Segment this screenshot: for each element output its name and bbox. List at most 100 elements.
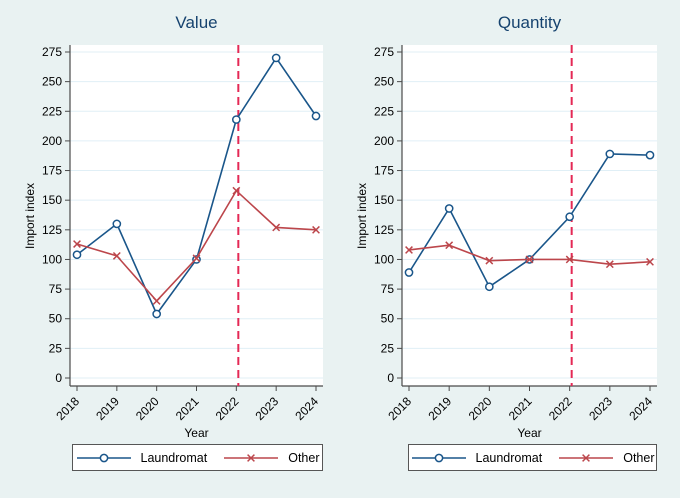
y-tick-label: 50 — [49, 312, 63, 326]
legend-entry-laundromat: Laundromat — [411, 450, 543, 465]
x-tick-label: 2020 — [133, 394, 162, 423]
y-tick-label: 0 — [387, 371, 394, 385]
marker-x-other — [312, 225, 320, 234]
y-tick-label: 50 — [381, 312, 395, 326]
y-tick-label: 100 — [374, 252, 394, 266]
y-tick-label: 275 — [42, 45, 62, 59]
marker-circle-laundromat — [311, 111, 321, 121]
x-tick-label: 2024 — [292, 394, 321, 423]
legend-label-laundromat: Laundromat — [140, 450, 208, 465]
x-axis-title: Year — [517, 426, 542, 440]
legend-marker-circle — [434, 453, 443, 462]
marker-x-other — [405, 246, 413, 254]
y-tick-label: 100 — [42, 252, 62, 266]
plot-region — [70, 45, 323, 386]
y-tick-label: 150 — [374, 193, 394, 207]
chart-title-value: Value — [175, 13, 218, 32]
y-axis: 0 25 50 75 100 125 150 175 200 225 250 275 — [374, 45, 403, 386]
chart-title-quantity: Quantity — [497, 13, 562, 32]
y-axis: 0 25 50 75 100 125 150 175 200 225 250 275 — [42, 45, 71, 386]
legend-entry-other: Other — [223, 451, 319, 465]
y-tick-label: 125 — [374, 223, 394, 237]
y-tick-label: 225 — [374, 104, 394, 118]
x-tick-label: 2018 — [385, 394, 414, 423]
panel-value: 0 25 50 75 100 125 150 175 200 225 250 275 2018 2019 2… — [23, 13, 323, 471]
x-tick-label: 2022 — [546, 394, 575, 423]
marker-circle-laundromat — [72, 250, 82, 260]
legend-label-laundromat: Laundromat — [475, 450, 543, 465]
panel-quantity: 0 25 50 75 100 125 150 175 200 225 250 275 2018 2019 2… — [340, 0, 680, 498]
marker-x-other — [605, 260, 614, 269]
marker-x-other — [565, 255, 574, 264]
x-tick-label: 2023 — [586, 394, 615, 423]
marker-circle-laundromat — [605, 149, 615, 159]
y-tick-label: 175 — [374, 164, 394, 178]
y-tick-label: 175 — [42, 164, 62, 178]
y-tick-label: 275 — [374, 45, 394, 59]
marker-x-other — [445, 241, 454, 250]
y-tick-label: 200 — [42, 134, 62, 148]
plot-region — [402, 45, 657, 386]
x-tick-label: 2019 — [426, 394, 455, 423]
y-tick-label: 125 — [42, 223, 62, 237]
marker-circle-laundromat — [565, 212, 575, 222]
y-tick-label: 200 — [374, 134, 394, 148]
marker-circle-laundromat — [112, 219, 122, 229]
marker-circle-laundromat — [645, 150, 655, 160]
series-other — [73, 186, 320, 305]
x-tick-label: 2019 — [93, 394, 122, 423]
marker-circle-laundromat — [231, 115, 241, 124]
marker-x-other — [152, 297, 161, 305]
legend-entry-other: Other — [558, 451, 654, 465]
legend-sample-laundromat — [411, 453, 466, 462]
marker-circle-laundromat — [444, 204, 454, 213]
y-tick-label: 225 — [42, 104, 62, 118]
legend-marker-circle — [99, 453, 108, 462]
marker-x-other — [272, 223, 281, 232]
y-tick-label: 25 — [49, 341, 63, 355]
y-tick-label: 25 — [381, 341, 395, 355]
marker-x-other — [525, 255, 534, 264]
legend-label-other: Other — [288, 450, 320, 465]
y-tick-label: 250 — [42, 75, 62, 89]
x-tick-label: 2021 — [506, 394, 535, 423]
legend-value: Laundromat Other — [72, 444, 323, 471]
y-tick-label: 75 — [381, 282, 395, 296]
x-tick-label: 2021 — [173, 394, 202, 423]
marker-circle-laundromat — [404, 268, 414, 277]
x-axis-title: Year — [184, 426, 209, 440]
x-tick-label: 2020 — [466, 394, 495, 423]
legend-quantity: Laundromat Other — [408, 444, 657, 471]
y-tick-label: 250 — [374, 75, 394, 89]
marker-x-other — [646, 257, 654, 266]
x-tick-label: 2024 — [626, 394, 655, 423]
x-axis: 2018 2019 2020 2021 2022 2023 2024 — [53, 385, 323, 423]
legend-sample-laundromat — [76, 453, 131, 462]
marker-circle-laundromat — [271, 53, 281, 63]
legend-label-other: Other — [623, 450, 655, 465]
legend-sample-other — [559, 453, 614, 462]
legend-marker-x — [582, 453, 591, 462]
y-tick-label: 0 — [55, 371, 62, 385]
marker-x-other — [112, 251, 121, 260]
y-axis-title: Import index — [23, 182, 37, 250]
marker-x-other — [485, 256, 494, 265]
x-tick-label: 2023 — [253, 394, 282, 423]
marker-circle-laundromat — [152, 309, 162, 319]
series-other — [405, 241, 654, 269]
marker-x-other — [73, 240, 81, 248]
legend-entry-laundromat: Laundromat — [76, 450, 208, 465]
x-tick-label: 2018 — [53, 394, 82, 423]
x-tick-label: 2022 — [213, 394, 242, 423]
x-axis: 2018 2019 2020 2021 2022 2023 2024 — [385, 385, 657, 423]
marker-circle-laundromat — [484, 282, 494, 292]
legend-marker-x — [247, 453, 256, 462]
y-axis-title: Import index — [355, 182, 369, 250]
marker-x-other — [232, 186, 241, 195]
legend-sample-other — [224, 453, 279, 462]
marker-x-other — [192, 254, 201, 263]
y-tick-label: 150 — [42, 193, 62, 207]
